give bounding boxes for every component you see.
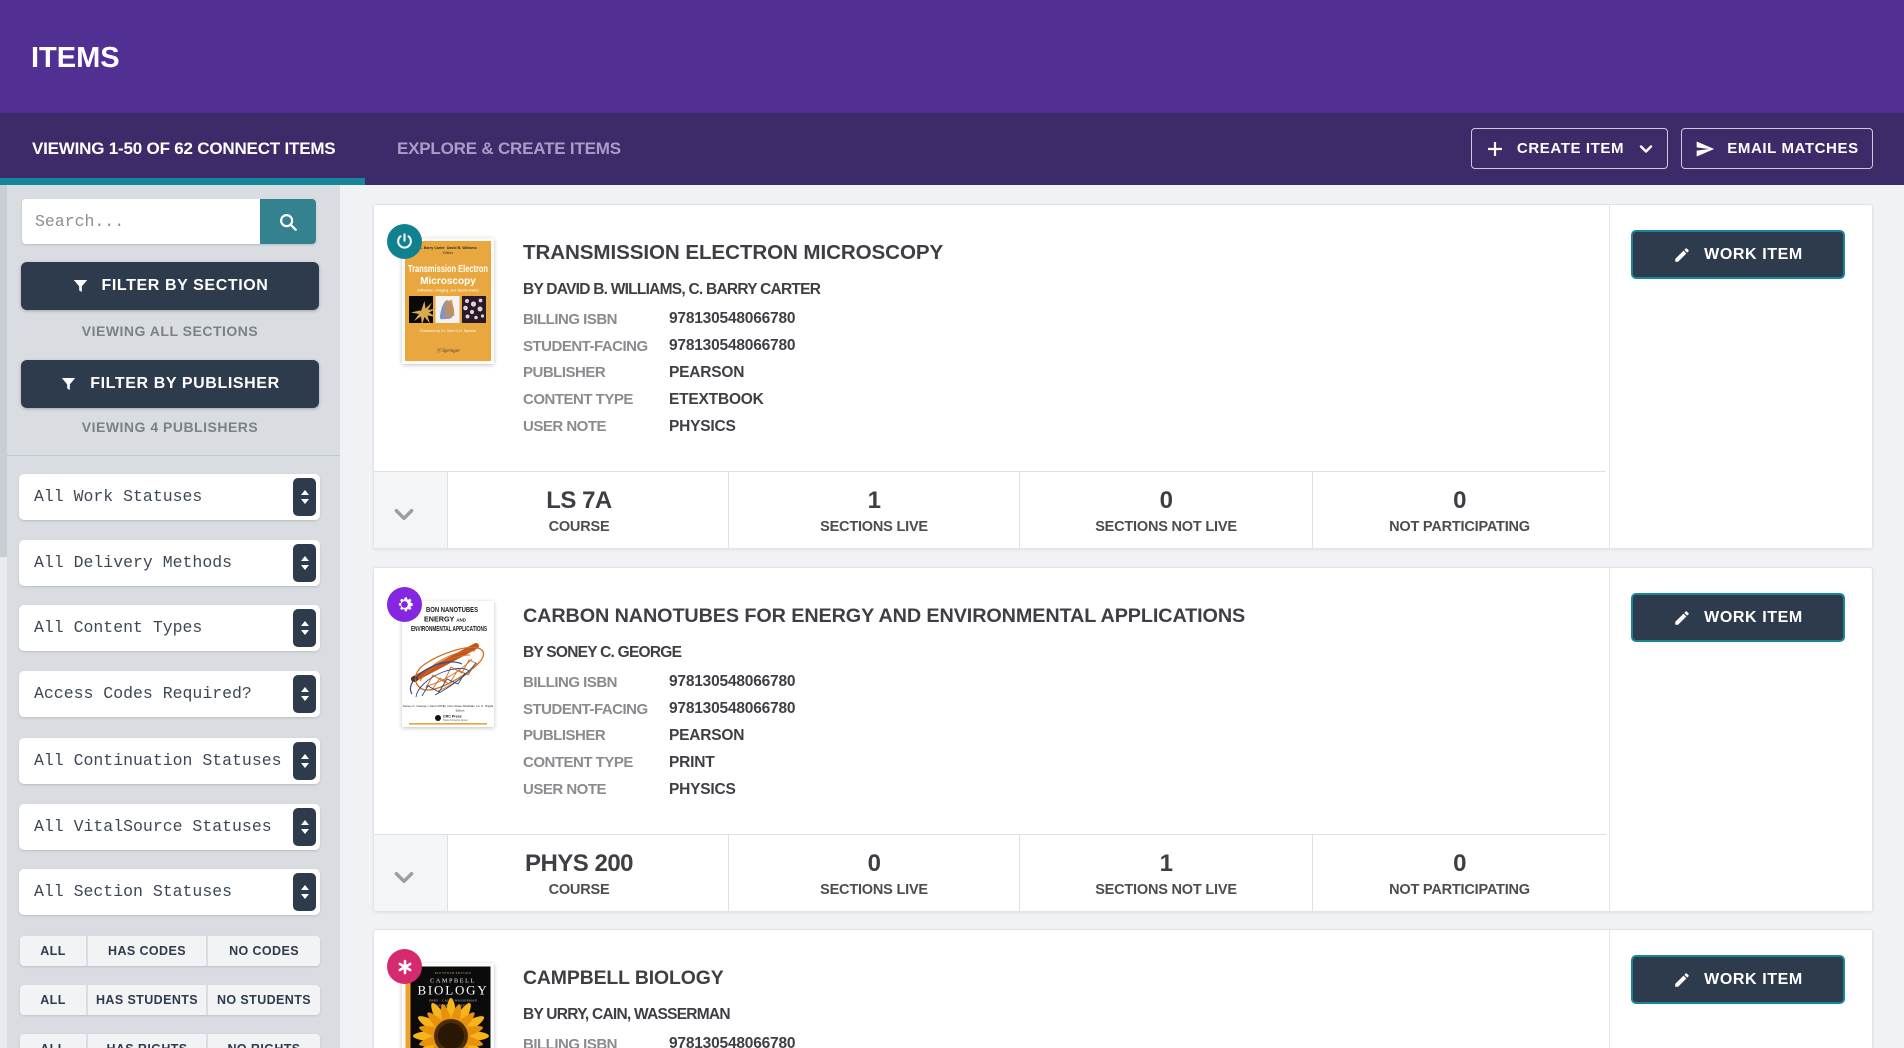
svg-text:Ⓥ Springer: Ⓥ Springer: [436, 347, 460, 354]
svg-text:Microscopy: Microscopy: [420, 276, 476, 287]
svg-text:Taylor & Francis Group: Taylor & Francis Group: [443, 719, 468, 722]
svg-text:Soney C. George | Jomin Philip: Soney C. George | Jomin Philip | Ann Ros…: [403, 704, 494, 708]
svg-text:Diffraction, Imaging, and Spec: Diffraction, Imaging, and Spectrometry: [417, 288, 478, 292]
svg-text:Editors: Editors: [443, 251, 453, 255]
svg-text:CRC Press: CRC Press: [443, 714, 462, 718]
svg-text:Foreword by Dr. John C.H. Spen: Foreword by Dr. John C.H. Spence: [420, 329, 476, 333]
svg-text:ENVIRONMENTAL APPLICATIONS: ENVIRONMENTAL APPLICATIONS: [411, 624, 487, 633]
svg-text:Editors: Editors: [456, 708, 465, 712]
svg-text:C. Barry Carter David B. Will: C. Barry Carter David B. Williams: [419, 246, 477, 250]
svg-text:BIOLOGY: BIOLOGY: [417, 982, 488, 997]
svg-text:Transmission Electron: Transmission Electron: [408, 264, 488, 275]
svg-text:ENERGY AND: ENERGY AND: [424, 614, 467, 623]
svg-text:CAMPBELL: CAMPBELL: [430, 977, 476, 984]
svg-text:ELEVENTH EDITION: ELEVENTH EDITION: [435, 971, 472, 975]
svg-text:BON NANOTUBES: BON NANOTUBES: [426, 605, 478, 614]
